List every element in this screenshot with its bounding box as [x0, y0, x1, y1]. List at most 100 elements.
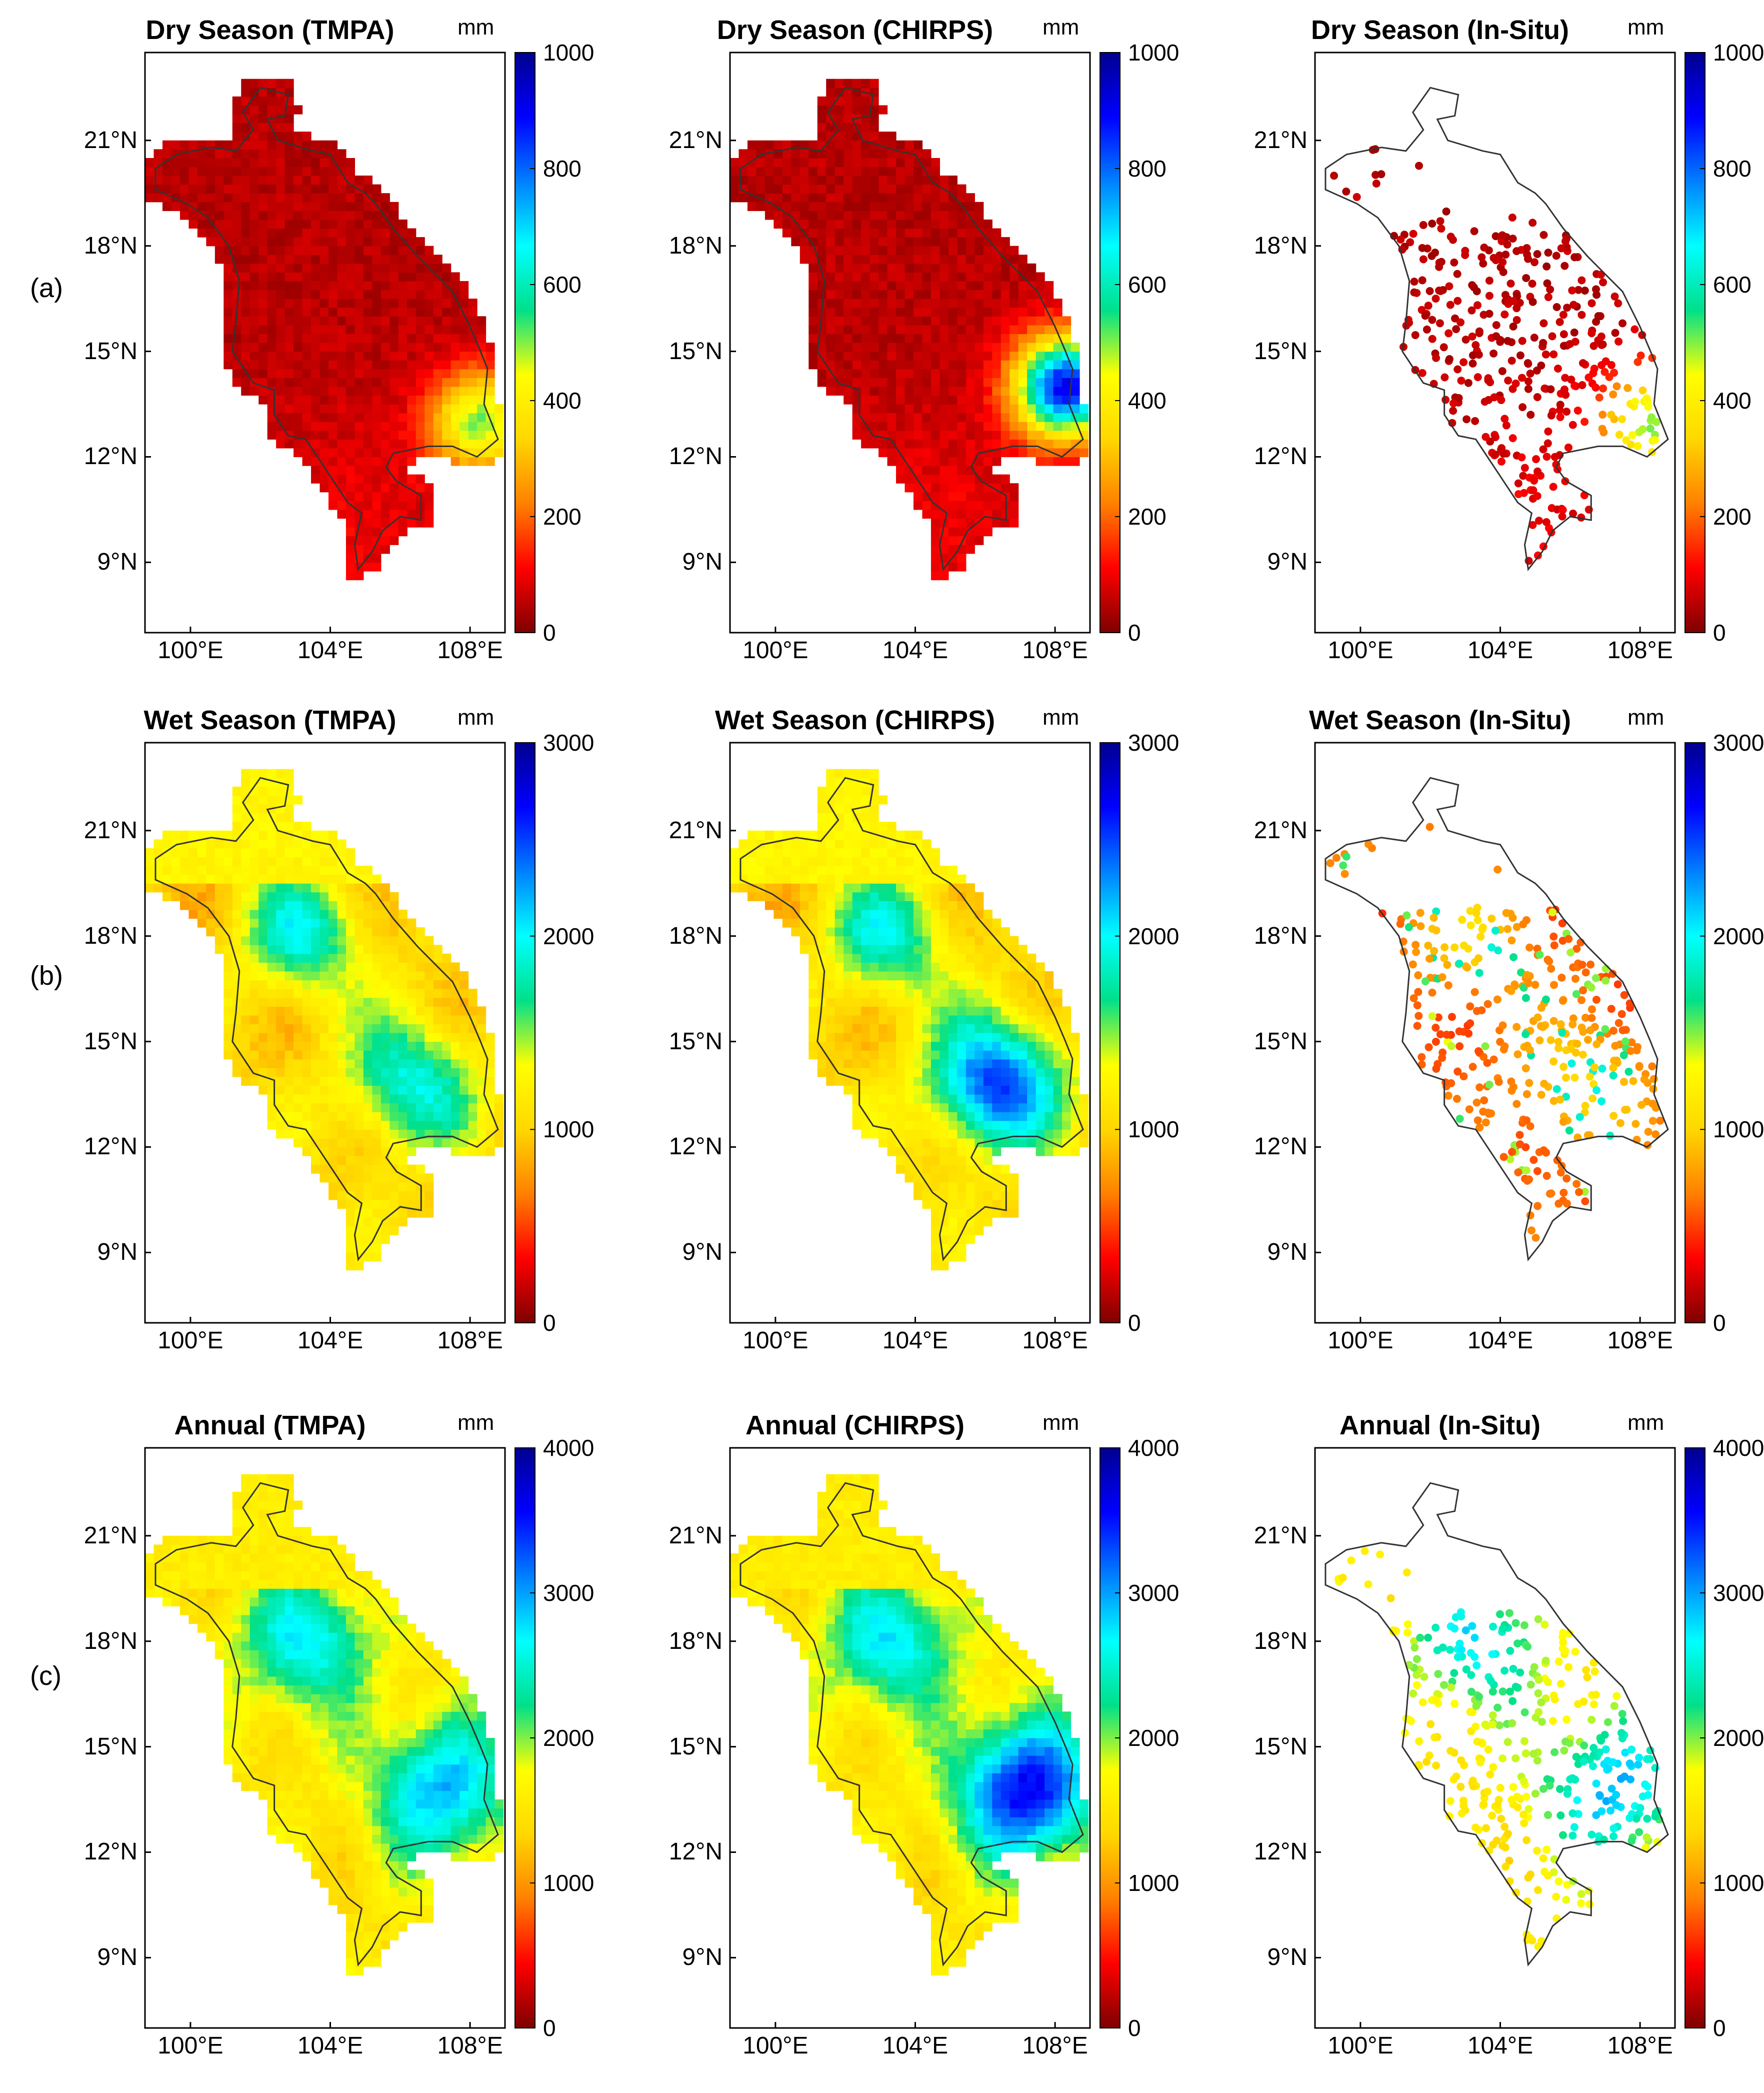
grid-cell	[363, 874, 372, 884]
grid-cell	[1018, 422, 1028, 431]
grid-cell	[433, 1041, 442, 1051]
grid-cell	[957, 1191, 966, 1200]
grid-cell	[171, 184, 180, 194]
grid-cell	[861, 1076, 870, 1086]
grid-cell	[372, 237, 382, 247]
grid-cell	[1000, 1041, 1010, 1051]
grid-cell	[407, 307, 416, 317]
grid-cell	[861, 334, 870, 343]
grid-cell	[861, 997, 870, 1007]
grid-cell	[808, 989, 818, 998]
station-point	[1594, 312, 1602, 320]
grid-cell	[844, 325, 853, 335]
grid-cell	[913, 945, 923, 954]
grid-cell	[494, 448, 504, 458]
station-point	[1546, 385, 1555, 394]
grid-cell	[232, 927, 242, 937]
grid-cell	[834, 848, 844, 858]
grid-cell	[878, 848, 888, 858]
grid-cell	[398, 378, 408, 387]
grid-cell	[250, 901, 259, 910]
station-point	[1574, 406, 1582, 415]
grid-cell	[913, 334, 923, 343]
grid-cell	[1070, 351, 1080, 361]
grid-cell	[817, 936, 826, 945]
grid-cell	[834, 883, 844, 893]
grid-cell	[826, 167, 836, 176]
grid-cell	[861, 1041, 870, 1051]
grid-cell	[1080, 413, 1089, 422]
grid-cell	[390, 892, 399, 901]
station-point	[1485, 310, 1494, 318]
grid-cell	[983, 219, 992, 229]
grid-cell	[267, 830, 276, 840]
grid-cell	[390, 316, 399, 326]
grid-cell	[180, 158, 189, 168]
colorbar-tick-label: 0	[1713, 620, 1726, 646]
grid-cell	[267, 351, 276, 361]
grid-cell	[363, 936, 372, 945]
grid-cell	[992, 918, 1002, 928]
grid-cell	[372, 1138, 382, 1148]
grid-cell	[337, 1041, 346, 1051]
grid-cell	[992, 237, 1002, 247]
grid-cell	[808, 281, 818, 291]
grid-cell	[940, 927, 949, 937]
grid-cell	[887, 1006, 896, 1016]
grid-cell	[940, 1182, 949, 1191]
grid-cell	[241, 909, 250, 919]
station-point	[1562, 391, 1570, 399]
grid-cell	[354, 386, 364, 396]
grid-cell	[407, 457, 416, 466]
grid-cell	[354, 1147, 364, 1156]
grid-cell	[826, 1068, 836, 1077]
grid-cell	[380, 281, 390, 291]
grid-cell	[380, 1235, 390, 1244]
grid-cell	[442, 413, 452, 422]
grid-cell	[398, 1147, 408, 1156]
grid-cell	[206, 857, 216, 866]
grid-cell	[477, 378, 486, 387]
grid-cell	[302, 167, 312, 176]
grid-cell	[328, 1006, 338, 1016]
station-point	[1509, 297, 1518, 305]
grid-cell	[844, 1033, 853, 1042]
grid-cell	[992, 430, 1002, 440]
station-point	[1474, 373, 1482, 382]
grid-cell	[346, 1024, 356, 1033]
grid-cell	[817, 281, 826, 291]
grid-cell	[267, 325, 276, 335]
grid-cell	[992, 413, 1002, 422]
grid-cell	[197, 176, 206, 185]
grid-cell	[188, 874, 198, 884]
grid-cell	[834, 123, 844, 132]
grid-cell	[224, 263, 233, 273]
grid-cell	[922, 492, 932, 501]
grid-cell	[904, 936, 914, 945]
grid-cell	[354, 228, 364, 238]
grid-cell	[468, 378, 478, 387]
grid-cell	[913, 1015, 923, 1025]
grid-cell	[363, 1217, 372, 1227]
grid-cell	[878, 962, 888, 972]
grid-cell	[224, 866, 233, 875]
grid-cell	[241, 79, 250, 88]
grid-cell	[171, 140, 180, 150]
grid-cell	[844, 228, 853, 238]
grid-cell	[747, 140, 757, 150]
grid-cell	[887, 158, 896, 168]
grid-cell	[948, 263, 958, 273]
station-point	[1445, 282, 1454, 291]
grid-cell	[294, 901, 303, 910]
grid-cell	[948, 989, 958, 998]
grid-cell	[328, 962, 338, 972]
grid-cell	[870, 132, 879, 141]
grid-cell	[294, 936, 303, 945]
colorbar	[1684, 52, 1706, 633]
grid-cell	[861, 883, 870, 893]
grid-cell	[922, 1076, 932, 1086]
grid-cell	[878, 369, 888, 378]
grid-cell	[861, 167, 870, 176]
grid-cell	[974, 360, 984, 370]
grid-cell	[1053, 351, 1062, 361]
